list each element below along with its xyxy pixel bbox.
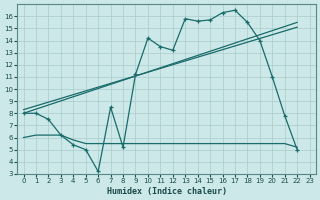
X-axis label: Humidex (Indice chaleur): Humidex (Indice chaleur) <box>107 187 227 196</box>
